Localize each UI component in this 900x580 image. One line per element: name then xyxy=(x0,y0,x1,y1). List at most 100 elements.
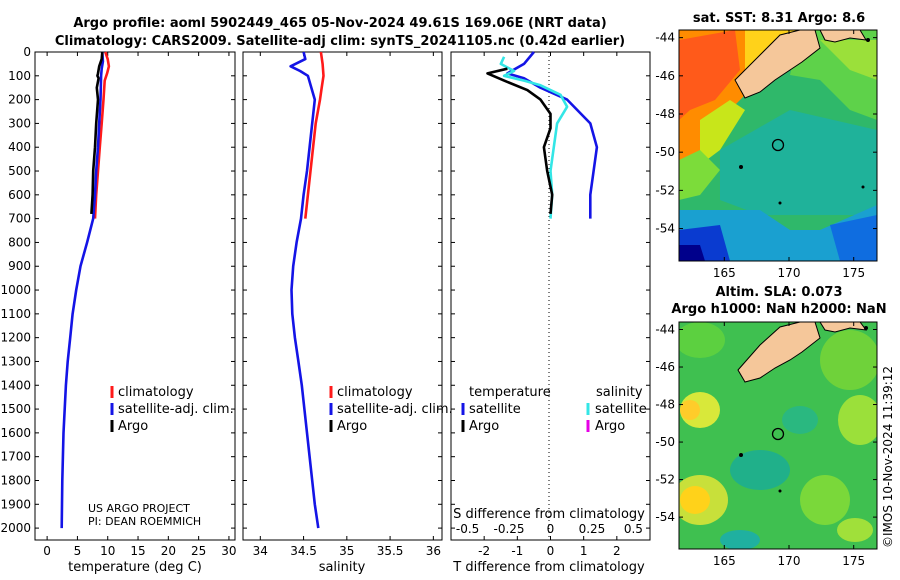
difference-xlabel: T difference from climatology xyxy=(452,560,645,575)
series-line-climatology xyxy=(304,51,325,219)
lat-tick-label: -54 xyxy=(655,222,675,236)
series-line-satellite-adj-clim- xyxy=(60,51,105,529)
salinity-xlabel: salinity xyxy=(319,560,366,575)
x-tick-label: 36 xyxy=(426,544,441,558)
salinity-legend: climatology satellite-adj. clim. Argo xyxy=(329,385,453,434)
sla-map-title1: Altim. SLA: 0.073 xyxy=(716,285,843,300)
x2-tick-label: 0.25 xyxy=(579,522,606,536)
depth-tick-label: 1300 xyxy=(0,354,31,368)
salinity-x-axis: 34 34.5 35 35.5 36 xyxy=(253,52,441,558)
legend-title-temperature: temperature xyxy=(469,385,551,400)
legend-label: Argo xyxy=(595,419,625,434)
figure-title-line1: Argo profile: aoml 5902449_465 05-Nov-20… xyxy=(73,16,606,31)
depth-tick-label: 1100 xyxy=(0,307,31,321)
lat-tick-label: -52 xyxy=(655,473,675,487)
lat-tick-label: -54 xyxy=(655,510,675,524)
legend-label: climatology xyxy=(337,385,413,400)
lon-tick-label: 170 xyxy=(778,554,801,568)
figure-title-line2: Climatology: CARS2009. Satellite-adj cli… xyxy=(55,34,625,49)
imos-credit: ©IMOS 10-Nov-2024 11:39:12 xyxy=(881,366,895,548)
lon-tick-label: 170 xyxy=(778,266,801,280)
lat-tick-label: -44 xyxy=(655,31,675,45)
depth-tick-label: 700 xyxy=(8,212,31,226)
sla-lat-axis: -44 -46 -48 -50 -52 -54 xyxy=(655,323,877,524)
x2-tick-label: -0.25 xyxy=(494,522,525,536)
series-line-temperature-argo xyxy=(486,67,554,215)
lat-tick-label: -48 xyxy=(655,107,675,121)
depth-tick-label: 400 xyxy=(8,140,31,154)
depth-tick-label: 1700 xyxy=(0,450,31,464)
difference-x-axis: -2 -1 0 1 2 -0.5 -0.25 0 0.25 0.5 xyxy=(456,52,643,558)
lat-tick-label: -46 xyxy=(655,69,675,83)
difference-legend: temperature salinity satellite Argo sate… xyxy=(461,385,647,434)
x-tick-label: 10 xyxy=(100,544,115,558)
project-name: US ARGO PROJECT xyxy=(88,502,190,515)
legend-label: satellite xyxy=(469,402,521,417)
sst-map-title: sat. SST: 8.31 Argo: 8.6 xyxy=(693,11,865,26)
salinity-panel xyxy=(242,51,443,541)
x-tick-label: 2 xyxy=(613,544,621,558)
series-line-satellite-adj-clim- xyxy=(289,51,320,529)
x-tick-label: 35.5 xyxy=(377,544,404,558)
depth-tick-label: 1600 xyxy=(0,426,31,440)
lat-tick-label: -44 xyxy=(655,323,675,337)
x-tick-label: 34 xyxy=(253,544,268,558)
depth-tick-label: 2000 xyxy=(0,521,31,535)
legend-title-salinity: salinity xyxy=(596,385,643,400)
lat-tick-label: -50 xyxy=(655,145,675,159)
x-tick-label: -1 xyxy=(511,544,523,558)
x-tick-label: 5 xyxy=(74,544,82,558)
x2-tick-label: 0 xyxy=(547,522,555,536)
depth-tick-label: 1200 xyxy=(0,331,31,345)
depth-tick-label: 800 xyxy=(8,235,31,249)
lon-tick-label: 165 xyxy=(713,554,736,568)
x-tick-label: 0 xyxy=(43,544,51,558)
depth-tick-label: 1500 xyxy=(0,402,31,416)
x-tick-label: -2 xyxy=(478,544,490,558)
x-tick-label: 1 xyxy=(580,544,588,558)
depth-tick-label: 1800 xyxy=(0,473,31,487)
temperature-xlabel: temperature (deg C) xyxy=(68,560,202,575)
depth-tick-label: 100 xyxy=(8,69,31,83)
depth-tick-label: 600 xyxy=(8,188,31,202)
legend-label: satellite-adj. clim. xyxy=(118,402,234,417)
legend-label: climatology xyxy=(118,385,194,400)
legend-label: satellite xyxy=(595,402,647,417)
project-pi: PI: DEAN ROEMMICH xyxy=(88,515,201,528)
sst-map-frame xyxy=(678,29,878,262)
lon-tick-label: 175 xyxy=(842,554,865,568)
x2-tick-label: -0.5 xyxy=(456,522,479,536)
depth-tick-label: 1000 xyxy=(0,283,31,297)
temperature-legend: climatology satellite-adj. clim. Argo xyxy=(110,385,234,434)
legend-label: Argo xyxy=(118,419,148,434)
lat-tick-label: -46 xyxy=(655,360,675,374)
difference-x2label: S difference from climatology xyxy=(453,507,645,522)
sst-lon-axis: 165 170 175 xyxy=(713,30,865,280)
depth-tick-label: 1900 xyxy=(0,497,31,511)
profile-curves xyxy=(60,51,599,529)
x-tick-label: 0 xyxy=(547,544,555,558)
depth-axis: 0 100 200 300 400 500 600 700 800 900 1000 1100 1200… xyxy=(0,45,650,535)
x-tick-label: 20 xyxy=(161,544,176,558)
temperature-panel xyxy=(34,51,236,541)
depth-tick-label: 200 xyxy=(8,93,31,107)
x-tick-label: 25 xyxy=(191,544,206,558)
sst-profile-marker xyxy=(771,138,785,152)
sst-lat-axis: -44 -46 -48 -50 -52 -54 xyxy=(655,31,877,236)
sla-map-frame xyxy=(678,321,878,550)
x2-tick-label: 0.5 xyxy=(624,522,643,536)
sla-profile-marker xyxy=(771,427,785,441)
lat-tick-label: -48 xyxy=(655,398,675,412)
depth-tick-label: 1400 xyxy=(0,378,31,392)
lon-tick-label: 165 xyxy=(713,266,736,280)
x-tick-label: 34.5 xyxy=(290,544,317,558)
legend-label: Argo xyxy=(469,419,499,434)
depth-tick-label: 900 xyxy=(8,259,31,273)
sst-map xyxy=(679,30,877,261)
x-tick-label: 35 xyxy=(339,544,354,558)
sla-lon-axis: 165 170 175 xyxy=(713,322,865,568)
lat-tick-label: -52 xyxy=(655,183,675,197)
depth-tick-label: 0 xyxy=(23,45,31,59)
x-tick-label: 30 xyxy=(221,544,236,558)
